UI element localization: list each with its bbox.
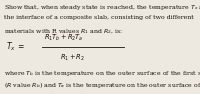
Text: the other slab ($R$ value $R_a$).: the other slab ($R$ value $R_a$). bbox=[4, 91, 91, 94]
Text: materials with R values $R_1$ and $R_2$, is:: materials with R values $R_1$ and $R_2$,… bbox=[4, 27, 123, 36]
Text: $T_x\;=$: $T_x\;=$ bbox=[6, 41, 25, 53]
Text: Show that, when steady state is reached, the temperature $T_x$ at: Show that, when steady state is reached,… bbox=[4, 3, 200, 12]
Text: where $T_b$ is the temperature on the outer surface of the first slab: where $T_b$ is the temperature on the ou… bbox=[4, 69, 200, 78]
Text: $R_1 + R_2$: $R_1 + R_2$ bbox=[60, 53, 85, 63]
Text: ($R$ value $R_b$) and $T_a$ is the temperature on the outer surface of: ($R$ value $R_b$) and $T_a$ is the tempe… bbox=[4, 80, 200, 90]
Text: the interface of a composite slab, consisting of two different: the interface of a composite slab, consi… bbox=[4, 15, 194, 20]
Text: $R_1 T_b + R_2 T_a$: $R_1 T_b + R_2 T_a$ bbox=[44, 33, 83, 43]
